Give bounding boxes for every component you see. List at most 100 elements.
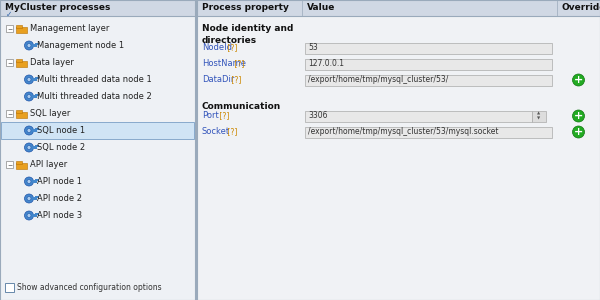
Text: MyCluster processes: MyCluster processes [5, 4, 110, 13]
Text: Communication: Communication [202, 102, 281, 111]
Text: SQL node 2: SQL node 2 [37, 143, 85, 152]
Bar [16, 61, 27, 67]
Text: 3306: 3306 [308, 112, 328, 121]
Circle shape [25, 194, 34, 203]
Circle shape [27, 94, 31, 98]
Circle shape [27, 44, 31, 47]
Text: ✓: ✓ [7, 10, 13, 19]
Text: [?]: [?] [232, 59, 245, 68]
Circle shape [27, 128, 31, 133]
Bar [16, 110, 22, 112]
Bar [32, 129, 37, 132]
Circle shape [25, 143, 34, 152]
Text: Multi threaded data node 2: Multi threaded data node 2 [37, 92, 152, 101]
Circle shape [27, 146, 31, 149]
Text: ▲: ▲ [538, 112, 541, 116]
Bar [6, 25, 13, 32]
Bar [6, 161, 13, 168]
Bar [0, 0, 195, 16]
Circle shape [25, 92, 34, 101]
Bar [32, 146, 37, 149]
Text: Data layer: Data layer [30, 58, 74, 67]
Bar [35, 128, 37, 130]
Text: +: + [574, 75, 583, 85]
Bar [1, 122, 194, 139]
Bar [32, 44, 37, 47]
Text: 127.0.0.1: 127.0.0.1 [308, 59, 344, 68]
Circle shape [25, 126, 34, 135]
Bar [305, 110, 532, 122]
Bar [35, 212, 37, 214]
Bar [197, 0, 600, 300]
Text: NodeId: NodeId [202, 44, 232, 52]
Circle shape [27, 77, 31, 82]
Text: Show advanced configuration options: Show advanced configuration options [17, 283, 161, 292]
Circle shape [25, 211, 34, 220]
Bar [305, 43, 552, 53]
Bar [6, 59, 13, 66]
Bar [197, 0, 600, 16]
Circle shape [25, 177, 34, 186]
Text: SQL layer: SQL layer [30, 109, 70, 118]
Text: API node 3: API node 3 [37, 211, 82, 220]
Text: /export/home/tmp/mysql_cluster/53/: /export/home/tmp/mysql_cluster/53/ [308, 76, 448, 85]
Bar [305, 58, 552, 70]
Bar [32, 78, 37, 81]
Circle shape [25, 41, 34, 50]
Bar [16, 160, 22, 164]
Text: [?]: [?] [217, 112, 230, 121]
Bar [37, 145, 38, 146]
Bar [16, 25, 22, 28]
Text: Socket: Socket [202, 128, 230, 136]
Bar [37, 94, 38, 95]
Bar [16, 26, 27, 32]
Text: Node identity and
directories: Node identity and directories [202, 24, 293, 45]
Text: Value: Value [307, 4, 335, 13]
Text: DataDir: DataDir [202, 76, 235, 85]
Text: +: + [574, 127, 583, 137]
Bar [37, 128, 38, 130]
Bar [37, 43, 38, 44]
Bar [5, 283, 14, 292]
Text: [?]: [?] [229, 76, 241, 85]
Text: Management layer: Management layer [30, 24, 109, 33]
Text: HostName: HostName [202, 59, 246, 68]
Bar [305, 127, 552, 137]
Bar [16, 112, 27, 118]
Circle shape [572, 74, 584, 86]
Bar [305, 74, 552, 86]
Bar [32, 197, 37, 200]
Text: Process property: Process property [202, 4, 289, 13]
Bar [37, 212, 38, 214]
Text: API node 1: API node 1 [37, 177, 82, 186]
Bar [6, 110, 13, 117]
Circle shape [27, 179, 31, 184]
Bar [35, 178, 37, 181]
Bar [35, 94, 37, 95]
Text: /export/home/tmp/mysql_cluster/53/mysql.socket: /export/home/tmp/mysql_cluster/53/mysql.… [308, 128, 499, 136]
Circle shape [25, 75, 34, 84]
Bar [32, 214, 37, 217]
Text: −: − [7, 60, 12, 65]
Bar [35, 145, 37, 146]
Bar [32, 180, 37, 183]
Text: 53: 53 [308, 44, 318, 52]
Text: ▼: ▼ [538, 116, 541, 121]
Text: −: − [7, 26, 12, 31]
Text: −: − [7, 162, 12, 167]
Text: Multi threaded data node 1: Multi threaded data node 1 [37, 75, 152, 84]
Circle shape [572, 110, 584, 122]
Bar [37, 76, 38, 79]
Bar [0, 0, 195, 300]
Text: Port: Port [202, 112, 219, 121]
Bar [35, 43, 37, 44]
Bar [35, 196, 37, 197]
Circle shape [27, 196, 31, 200]
Bar [16, 58, 22, 61]
Text: −: − [7, 111, 12, 116]
Text: Management node 1: Management node 1 [37, 41, 124, 50]
Text: API node 2: API node 2 [37, 194, 82, 203]
Bar [16, 163, 27, 169]
Bar [37, 196, 38, 197]
Bar [32, 95, 37, 98]
